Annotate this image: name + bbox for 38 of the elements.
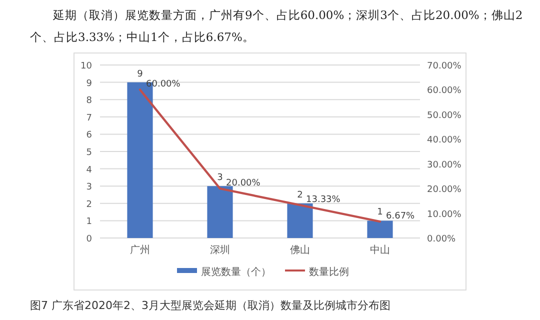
y-tick-label: 5 — [86, 148, 92, 158]
x-tick-label: 广州 — [130, 244, 150, 256]
y-tick-label: 6 — [86, 130, 92, 141]
y2-tick-label: 50.00% — [427, 110, 462, 121]
y2-tick-label: 30.00% — [427, 160, 462, 170]
y-tick-label: 4 — [86, 165, 92, 176]
data-label: 3 — [217, 173, 223, 184]
y-tick-label: 8 — [86, 96, 92, 106]
y2-tick-label: 20.00% — [427, 185, 462, 196]
data-label: 13.33% — [306, 195, 341, 206]
y2-tick-label: 60.00% — [427, 86, 462, 96]
bar — [207, 186, 233, 238]
x-tick-label: 深圳 — [210, 244, 230, 256]
line-series — [138, 88, 382, 223]
x-tick-label: 佛山 — [290, 244, 310, 256]
x-tick-label: 中山 — [370, 244, 390, 256]
y-tick-label: 0 — [86, 234, 92, 244]
legend-label: 数量比例 — [309, 266, 349, 278]
y2-tick-label: 0.00% — [427, 234, 456, 244]
y2-tick-label: 40.00% — [427, 136, 462, 146]
y-tick-label: 3 — [86, 182, 92, 193]
data-label: 1 — [377, 208, 383, 218]
y-tick-label: 2 — [86, 200, 92, 210]
bar — [287, 203, 313, 238]
y2-tick-label: 10.00% — [427, 210, 462, 220]
y-tick-label: 1 — [86, 217, 92, 228]
bar — [367, 220, 393, 238]
y2-tick-label: 70.00% — [427, 62, 462, 72]
data-label: 9 — [137, 69, 144, 80]
y-tick-label: 7 — [86, 113, 92, 124]
text: 延期（取消）展览数量方面，广州有9个、占比60.00%；深圳3个、占比20.00%；佛山2个、占比3.33%；中山1个，占比6.67%。 — [30, 7, 524, 46]
legend-label: 展览数量（个） — [201, 266, 271, 278]
y-tick-label: 10 — [80, 62, 92, 72]
caption: 图7 广东省2020年2、3月大型展览会延期（取消）数量及比例城市分布图 — [30, 298, 392, 313]
y-tick-label: 9 — [86, 78, 92, 89]
data-label: 20.00% — [226, 178, 261, 189]
data-label: 2 — [297, 190, 303, 200]
data-label: 6.67% — [386, 212, 416, 222]
